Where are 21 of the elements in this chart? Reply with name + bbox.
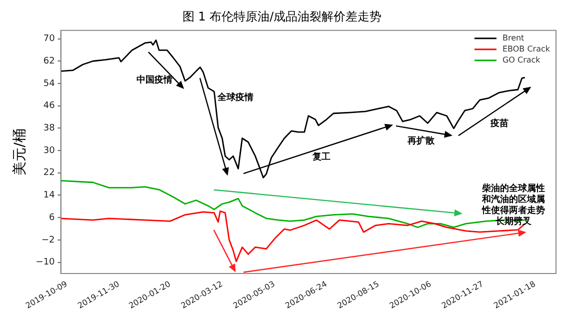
y-tick-label: 70: [43, 34, 56, 44]
y-tick-label: 54: [43, 78, 56, 89]
y-tick-label: 46: [43, 101, 56, 112]
legend-label: GO Crack: [502, 55, 541, 64]
y-tick-label: 38: [43, 124, 56, 134]
y-tick-label: 14: [43, 190, 56, 201]
legend-label: EBOB Crack: [502, 44, 550, 54]
annotation: 中国疫情: [136, 74, 172, 86]
y-tick-label: 30: [43, 146, 56, 156]
annotation: 疫苗: [490, 118, 509, 130]
y-axis-title: 美元/桶: [12, 128, 28, 176]
annotation: 再扩散: [406, 135, 436, 146]
y-tick-label: 6: [49, 212, 56, 223]
y-tick-label: −2: [42, 235, 55, 246]
annotation: 全球疫情: [216, 92, 254, 104]
y-tick-label: 62: [43, 56, 55, 66]
chart-title: 图 1 布伦特原油/成品油裂解价差走势: [182, 9, 382, 24]
legend-label: Brent: [502, 33, 524, 42]
annotation: 复工: [311, 152, 330, 163]
y-tick-label: −10: [36, 258, 56, 268]
y-tick-label: 22: [43, 168, 55, 178]
